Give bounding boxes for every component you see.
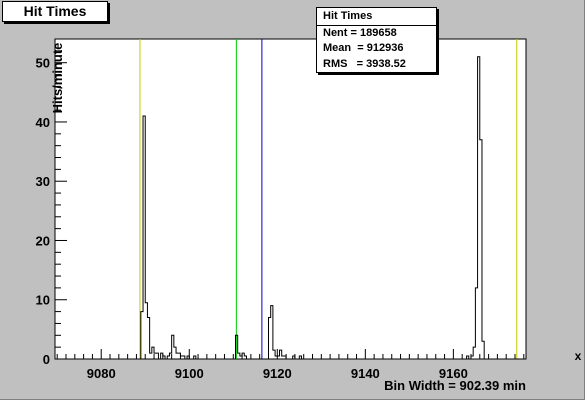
- x-tick-label: 9140: [351, 366, 380, 381]
- x-tick-label: 9120: [263, 366, 292, 381]
- stats-header: Hit Times: [317, 9, 436, 26]
- y-tick-label: 40: [36, 115, 50, 130]
- y-tick-label: 30: [36, 174, 50, 189]
- stats-row-nent: Nent = 189658: [323, 26, 436, 42]
- y-tick-label: 10: [36, 293, 50, 308]
- x-axis-mark: x: [575, 349, 582, 363]
- x-tick-label: 9100: [175, 366, 204, 381]
- stats-row-mean: Mean = 912936: [323, 41, 436, 57]
- y-tick-label: 50: [36, 56, 50, 71]
- y-tick-label: 20: [36, 233, 50, 248]
- stats-row-rms: RMS = 3938.52: [323, 57, 436, 73]
- histogram-title: Hit Times: [2, 1, 108, 22]
- stats-box: Hit Times Nent = 189658 Mean = 912936 RM…: [316, 7, 437, 73]
- x-tick-label: 9080: [87, 366, 116, 381]
- y-axis-label: Hits/minute: [50, 43, 65, 114]
- y-tick-label: 0: [43, 352, 50, 367]
- plot-frame: [55, 39, 526, 359]
- bin-width-label: Bin Width = 902.39 min: [384, 378, 526, 393]
